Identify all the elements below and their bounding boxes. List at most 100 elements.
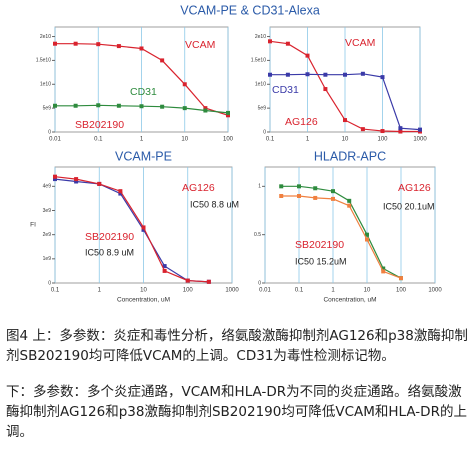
data-point [118,189,123,194]
data-point [53,177,57,182]
data-point [203,106,208,111]
data-point [347,203,352,208]
y-tick-label: 0 [48,129,51,135]
annotation: IC50 15.2uM [295,256,347,266]
x-tick-label: 100 [396,288,407,294]
data-point [360,71,365,76]
annotation: CD31 [130,86,157,98]
series-line [281,195,402,279]
x-tick-label: 1 [331,288,335,294]
annotation: SB202190 [75,119,124,131]
x-tick-label: 1000 [428,288,442,294]
series-line [281,185,402,279]
x-tick-label: 100 [377,137,388,143]
annotation: CD31 [272,84,299,96]
data-point [53,174,57,179]
x-tick-label: 1 [98,288,102,294]
data-point [206,279,211,284]
annotation: AG126 [182,182,215,194]
data-point [182,106,187,111]
y-tick-label: 4e9 [43,184,52,190]
data-point [313,186,318,191]
y-tick-label: 0 [48,280,51,286]
data-point [305,53,310,58]
data-point [381,266,386,271]
y-tick-label: 3e9 [43,208,52,214]
data-point [203,108,208,113]
data-point [185,278,190,283]
data-point [74,177,79,182]
x-tick-label: 1000 [413,137,427,143]
data-point [285,41,290,46]
data-point [53,103,57,108]
data-point [160,58,165,63]
data-point [182,82,187,87]
x-tick-label: 10 [181,137,188,143]
data-point [323,87,328,92]
figure: VCAM-PE & CD31-Alexa 0.01 0.1 1 10 10005e91e… [30,3,442,304]
y-tick-label: 1.5e10 [251,58,267,64]
data-point [73,41,78,46]
series-line [54,178,209,283]
y-tick-label: 0 [263,129,266,135]
data-point [139,46,144,51]
data-point [279,194,284,198]
data-point [323,72,328,77]
y-tick-label: 1 [258,184,261,190]
data-point [97,181,102,186]
data-point [73,103,78,108]
data-point [53,41,57,46]
annotation: AG126 [285,116,318,128]
x-tick-label: 10 [140,288,147,294]
y-tick-label: 1e10 [255,82,266,88]
annotation: IC50 20.1uM [383,201,435,211]
data-point [162,268,167,273]
data-point [313,195,318,200]
data-point [116,44,121,49]
x-tick-label: 0.1 [295,288,304,294]
data-point [380,129,385,134]
x-axis-label: Concentration, uM [117,297,170,304]
data-point [297,194,301,198]
y-tick-label: 0 [258,280,261,286]
data-point [279,184,284,189]
data-point [360,127,365,132]
data-point [268,72,272,77]
data-point [226,110,230,115]
annotation: SB202190 [85,231,134,243]
data-point [116,103,121,108]
data-point [365,232,369,237]
data-point [96,103,101,108]
x-tick-label: 1 [140,137,144,143]
data-point [285,72,290,77]
data-point [398,129,403,134]
data-point [347,198,352,203]
annotation: IC50 8.9 uM [85,247,134,257]
x-tick-label: 0.01 [259,288,271,294]
figure-title: VCAM-PE & CD31-Alexa [180,3,320,17]
data-point [398,126,403,131]
data-point [226,113,230,118]
data-point [331,189,335,194]
x-tick-label: 0.1 [51,288,60,294]
data-point [343,72,347,77]
y-tick-label: 2e10 [255,34,266,40]
data-point [297,184,301,189]
x-tick-label: 100 [223,137,234,143]
x-tick-label: 1 [306,137,310,143]
data-point [418,127,422,132]
y-tick-label: 2e9 [43,232,52,238]
data-point [331,196,335,201]
data-point [305,72,310,77]
y-tick-label: 1e10 [40,82,51,88]
y-tick-label: 5e9 [258,105,267,111]
data-point [162,264,167,269]
x-tick-label: 0.01 [49,137,61,143]
annotation: IC50 8.8 uM [190,199,239,209]
data-point [160,104,165,109]
x-tick-label: 0.1 [266,137,275,143]
data-point [118,191,123,196]
x-tick-label: 10 [342,137,349,143]
annotation: AG126 [398,182,431,194]
